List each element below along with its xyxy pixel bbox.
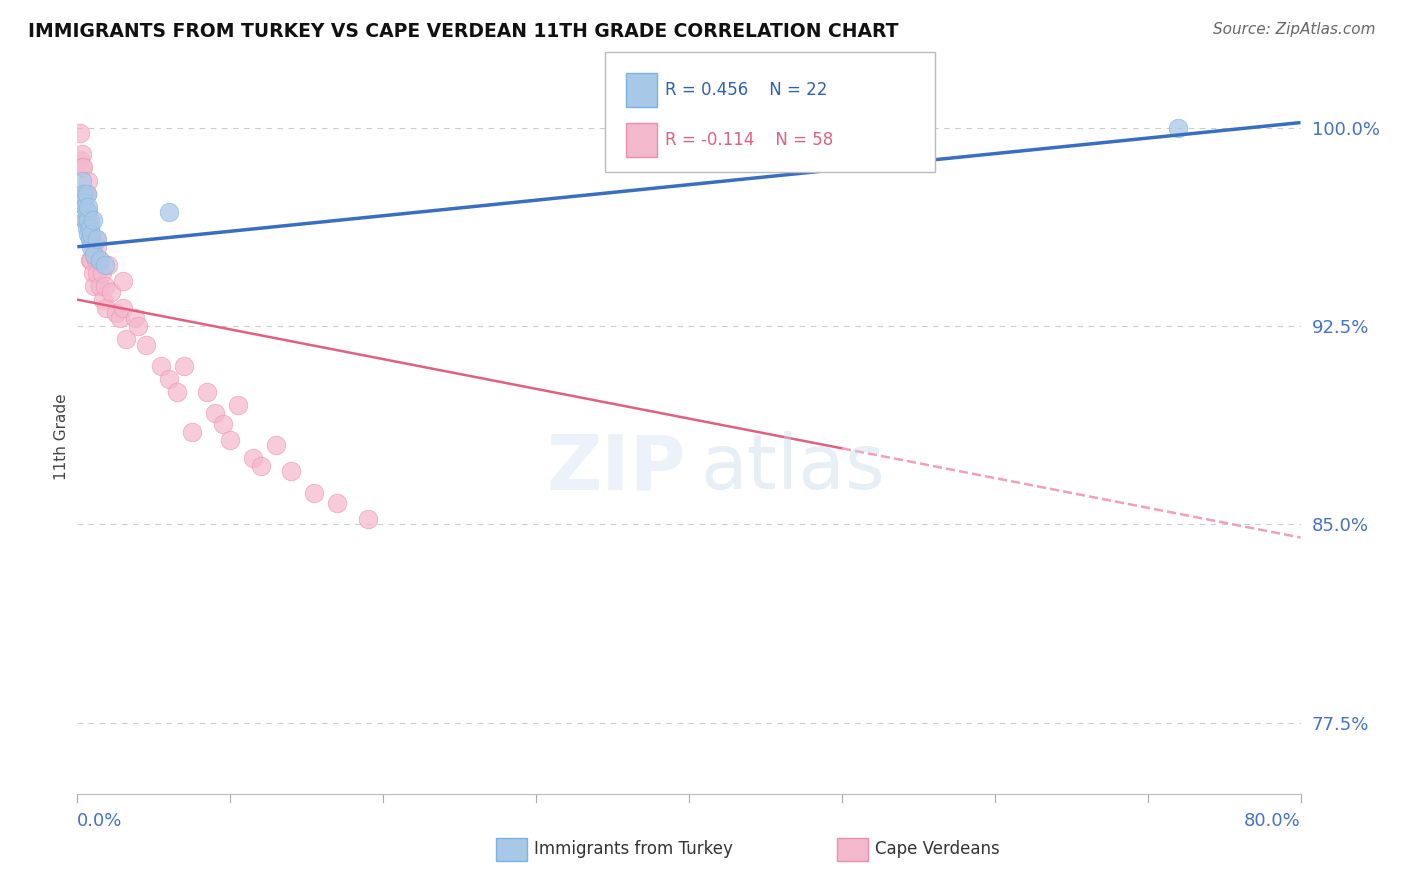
Point: [280, 465, 302, 479]
Point: [83, 248, 105, 262]
Point: [173, 359, 195, 373]
Point: [304, 485, 326, 500]
Point: [83, 279, 105, 293]
Point: [90, 266, 112, 280]
Point: [77, 200, 100, 214]
Point: [124, 311, 146, 326]
Point: [264, 438, 287, 452]
Point: [1167, 120, 1189, 135]
Point: [211, 417, 233, 431]
Text: ZIP: ZIP: [547, 432, 686, 505]
Point: [82, 240, 104, 254]
Point: [89, 279, 111, 293]
Point: [76, 213, 98, 227]
Y-axis label: 11th Grade: 11th Grade: [53, 393, 69, 481]
Text: 0.0%: 0.0%: [77, 813, 122, 830]
Point: [79, 232, 101, 246]
Point: [157, 205, 180, 219]
Point: [94, 279, 117, 293]
Point: [80, 227, 103, 241]
Point: [70, 147, 93, 161]
Point: [195, 385, 218, 400]
Point: [94, 258, 117, 272]
Text: IMMIGRANTS FROM TURKEY VS CAPE VERDEAN 11TH GRADE CORRELATION CHART: IMMIGRANTS FROM TURKEY VS CAPE VERDEAN 1…: [28, 22, 898, 41]
Point: [87, 252, 110, 267]
Point: [326, 496, 349, 510]
Point: [357, 512, 380, 526]
Text: Immigrants from Turkey: Immigrants from Turkey: [534, 840, 733, 858]
Text: 80.0%: 80.0%: [1244, 813, 1301, 830]
Text: R = -0.114    N = 58: R = -0.114 N = 58: [665, 131, 834, 149]
Point: [73, 200, 96, 214]
Point: [84, 232, 107, 246]
Point: [226, 398, 249, 412]
Point: [112, 301, 135, 315]
Point: [242, 451, 264, 466]
Point: [73, 213, 96, 227]
Point: [76, 186, 98, 201]
Point: [72, 186, 94, 201]
Point: [79, 232, 101, 246]
Point: [84, 252, 107, 267]
Point: [82, 266, 104, 280]
Point: [76, 205, 98, 219]
Point: [157, 372, 180, 386]
Point: [89, 252, 111, 267]
Point: [181, 425, 204, 439]
Point: [76, 186, 98, 201]
Point: [69, 153, 91, 167]
Point: [77, 227, 100, 241]
Text: atlas: atlas: [700, 432, 884, 505]
Point: [82, 213, 104, 227]
Point: [86, 232, 108, 246]
Point: [80, 252, 103, 267]
Point: [91, 293, 114, 307]
Point: [150, 359, 173, 373]
Point: [166, 385, 188, 400]
Point: [79, 252, 101, 267]
Point: [73, 186, 96, 201]
Point: [73, 213, 96, 227]
Point: [96, 301, 118, 315]
Text: Cape Verdeans: Cape Verdeans: [875, 840, 1000, 858]
Point: [86, 240, 108, 254]
Point: [112, 274, 135, 288]
Point: [104, 306, 127, 320]
Point: [79, 221, 101, 235]
Point: [127, 319, 149, 334]
Point: [100, 285, 122, 299]
Point: [108, 311, 131, 326]
Point: [135, 337, 157, 351]
Point: [73, 200, 96, 214]
Point: [70, 174, 93, 188]
Point: [219, 433, 242, 447]
Point: [250, 459, 273, 474]
Point: [79, 213, 101, 227]
Point: [70, 161, 93, 175]
Text: Source: ZipAtlas.com: Source: ZipAtlas.com: [1212, 22, 1375, 37]
Point: [115, 332, 138, 346]
Point: [77, 213, 100, 227]
Point: [80, 227, 103, 241]
Point: [80, 240, 103, 254]
Point: [86, 266, 108, 280]
Point: [77, 174, 100, 188]
Point: [72, 186, 94, 201]
Point: [76, 221, 98, 235]
Point: [204, 406, 226, 420]
Point: [97, 258, 120, 272]
Text: R = 0.456    N = 22: R = 0.456 N = 22: [665, 80, 827, 99]
Point: [72, 194, 94, 209]
Point: [77, 205, 100, 219]
Point: [72, 161, 94, 175]
Point: [69, 126, 91, 140]
